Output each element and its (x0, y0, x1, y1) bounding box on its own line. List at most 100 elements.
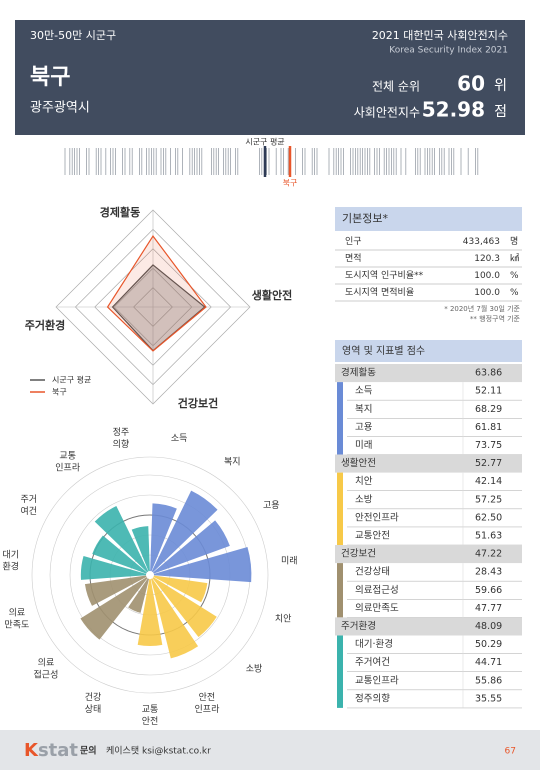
polar-bar (151, 490, 218, 573)
group-score: 48.09 (475, 621, 502, 632)
polar-bar (153, 547, 252, 583)
index-label: 사회안전지수 (354, 106, 420, 120)
polar-bar (92, 535, 147, 574)
polar-bar (131, 526, 150, 572)
rank-unit: 위 (494, 78, 507, 94)
info-unit: % (510, 288, 519, 298)
rank: 60 (457, 72, 485, 96)
radar-axis-label: 건강보건 (178, 396, 218, 410)
group-row-bg (335, 454, 522, 473)
logo-rest: stat (38, 740, 78, 761)
group-name: 생활안전 (341, 457, 376, 469)
polar-bar (150, 503, 177, 572)
item-name: 의료접근성 (355, 584, 399, 596)
item-score: 44.71 (475, 657, 502, 668)
item-score: 68.29 (475, 404, 502, 415)
polar-bar (94, 505, 149, 573)
info-value: 120.3 (474, 254, 500, 264)
item-name: 교통인프라 (355, 675, 399, 686)
polar-label-line: 의향 (113, 438, 130, 450)
polar-ring (31, 456, 269, 694)
legend-label: 북구 (52, 388, 67, 397)
item-name: 대기·환경 (355, 638, 393, 650)
radar-axis-label: 경제활동 (100, 205, 140, 219)
polar-label-line: 건강 (85, 691, 102, 702)
index-unit: 점 (494, 104, 507, 120)
item-score: 55.86 (475, 675, 502, 686)
average-label: 시군구 평균 (245, 137, 284, 147)
polar-label-line: 치안 (275, 612, 292, 624)
info-label: 면적 (345, 252, 362, 264)
item-score: 73.75 (475, 440, 502, 451)
group-row-bg (335, 364, 522, 383)
polar-label-line: 교통 (59, 450, 76, 461)
group-name: 경제활동 (341, 367, 376, 379)
polar-label: 교통 인프라 (55, 450, 81, 473)
polar-label: 고용 (263, 500, 280, 511)
polar-label: 교통 안전 (142, 704, 159, 727)
polar-label-line: 여건 (20, 505, 37, 517)
polar-label-line: 안전 (199, 691, 216, 702)
group-name: 건강보건 (341, 549, 376, 560)
polar-label-line: 교통 (142, 704, 159, 715)
scores-title: 영역 및 지표별 점수 (342, 345, 425, 357)
polar-bar (80, 555, 147, 580)
region: 광주광역시 (30, 101, 90, 116)
item-score: 52.11 (475, 386, 502, 397)
radar-axis-label: 생활안전 (252, 288, 292, 302)
polar-bar (128, 578, 150, 613)
group-strip (337, 472, 343, 545)
group-name: 주거환경 (341, 620, 376, 632)
polar-label: 건강 상태 (85, 691, 102, 714)
polar-label-line: 고용 (263, 500, 280, 511)
contact: 케이스탯 ksi@kstat.co.kr (106, 746, 211, 757)
info-label: 도시지역 면적비율 (345, 286, 414, 298)
header-bg (15, 20, 525, 135)
group-score: 63.86 (475, 368, 502, 379)
item-score: 62.50 (475, 512, 502, 523)
group-score: 47.22 (475, 549, 502, 560)
polar-label: 복지 (224, 456, 241, 467)
category: 30만-50만 시군구 (30, 29, 116, 42)
item-score: 59.66 (475, 585, 502, 596)
polar-label-line: 주거 (20, 494, 37, 505)
polar-bar (80, 577, 148, 640)
polar-label: 의료 접근성 (34, 657, 59, 680)
item-name: 미래 (355, 440, 372, 451)
index: 52.98 (422, 98, 485, 122)
item-name: 소방 (355, 494, 373, 505)
item-name: 건강상태 (355, 567, 390, 578)
info-label: 도시지역 인구비율** (345, 270, 424, 281)
polar-label-line: 만족도 (4, 619, 29, 630)
polar-label-line: 안전 (142, 716, 159, 727)
info-unit: ㎢ (510, 253, 519, 264)
title: 2021 대한민국 사회안전지수 (372, 29, 508, 42)
polar-label-line: 대기 (2, 549, 19, 560)
item-name: 복지 (355, 404, 372, 415)
district: 북구 (30, 65, 70, 90)
legend-label: 시군구 평균 (52, 375, 91, 385)
polar-bar (84, 575, 147, 606)
polar-label: 대기 환경 (2, 549, 19, 572)
item-score: 28.43 (475, 567, 502, 578)
item-name: 정주의향 (355, 692, 390, 704)
polar-label-line: 정주 (113, 427, 130, 438)
page-number: 67 (505, 747, 516, 757)
info-label: 인구 (345, 236, 362, 247)
subtitle: Korea Security Index 2021 (389, 46, 508, 56)
polar-label-line: 환경 (2, 560, 19, 572)
polar-bar (152, 577, 217, 638)
polar-bar (137, 578, 163, 646)
item-score: 42.14 (475, 476, 502, 487)
footer-bg (0, 730, 540, 770)
item-score: 61.81 (475, 422, 502, 433)
polar-label-line: 복지 (224, 456, 241, 467)
logo-k: K (24, 740, 39, 761)
group-strip (337, 382, 343, 455)
info-value: 100.0 (474, 271, 500, 281)
polar-label-line: 인프라 (195, 703, 221, 714)
barcode (64, 146, 479, 177)
info-value: 433,463 (463, 237, 500, 247)
item-name: 주거여건 (355, 656, 390, 668)
